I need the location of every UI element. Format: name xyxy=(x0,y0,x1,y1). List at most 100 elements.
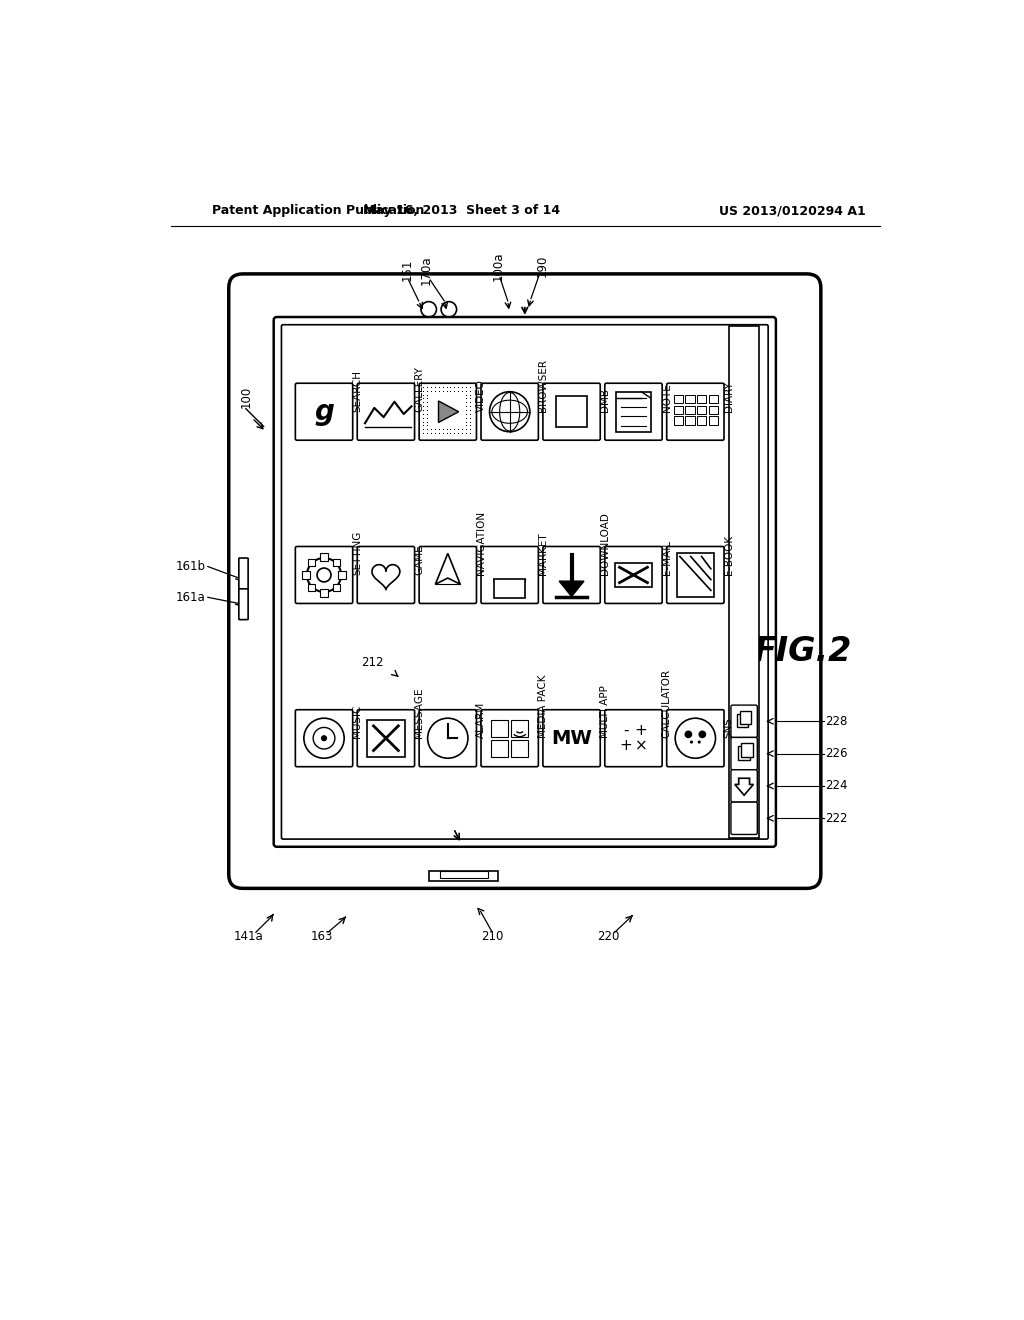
Text: MULTI APP: MULTI APP xyxy=(600,685,610,738)
Circle shape xyxy=(690,741,693,743)
Bar xyxy=(729,326,759,838)
Text: SETTING: SETTING xyxy=(352,531,362,576)
Text: NOTE: NOTE xyxy=(662,383,672,412)
FancyBboxPatch shape xyxy=(731,803,758,834)
Text: DIARY: DIARY xyxy=(724,381,733,412)
Text: 170a: 170a xyxy=(420,255,433,285)
Text: MARKET: MARKET xyxy=(538,532,548,576)
Text: SNS: SNS xyxy=(724,717,733,738)
Bar xyxy=(338,572,346,579)
Text: US 2013/0120294 A1: US 2013/0120294 A1 xyxy=(719,205,865,218)
Text: NAVIGATION: NAVIGATION xyxy=(476,511,486,576)
Text: DOWNLOAD: DOWNLOAD xyxy=(600,512,610,576)
Bar xyxy=(709,416,718,425)
Polygon shape xyxy=(438,401,459,422)
Text: MEDIA PACK: MEDIA PACK xyxy=(538,675,548,738)
Text: 163: 163 xyxy=(310,929,333,942)
Bar xyxy=(709,405,718,414)
Bar xyxy=(492,719,508,737)
Bar xyxy=(674,405,683,414)
FancyBboxPatch shape xyxy=(357,710,415,767)
Circle shape xyxy=(697,741,700,743)
Text: 190: 190 xyxy=(537,255,549,277)
Bar xyxy=(439,871,487,878)
Text: +: + xyxy=(620,738,632,754)
Bar xyxy=(697,416,707,425)
Text: 212: 212 xyxy=(360,656,383,669)
Bar xyxy=(614,562,652,587)
FancyBboxPatch shape xyxy=(239,558,248,589)
FancyBboxPatch shape xyxy=(605,710,663,767)
Bar xyxy=(697,395,707,404)
Bar xyxy=(740,711,751,723)
Bar xyxy=(511,719,528,737)
Circle shape xyxy=(321,735,327,742)
Bar xyxy=(307,558,315,566)
FancyBboxPatch shape xyxy=(667,546,724,603)
Text: 224: 224 xyxy=(825,779,848,792)
Text: FIG.2: FIG.2 xyxy=(753,635,851,668)
Bar xyxy=(737,714,748,726)
Text: E-MAIL: E-MAIL xyxy=(662,540,672,576)
FancyBboxPatch shape xyxy=(357,383,415,441)
Text: GALLERY: GALLERY xyxy=(415,366,424,412)
Bar xyxy=(674,395,683,404)
Bar xyxy=(556,396,587,428)
FancyBboxPatch shape xyxy=(295,546,352,603)
Text: May 16, 2013  Sheet 3 of 14: May 16, 2013 Sheet 3 of 14 xyxy=(362,205,560,218)
FancyBboxPatch shape xyxy=(543,383,600,441)
Polygon shape xyxy=(559,581,584,597)
Text: 228: 228 xyxy=(825,714,848,727)
Text: BROWSER: BROWSER xyxy=(538,359,548,412)
Bar xyxy=(677,553,714,597)
Bar xyxy=(321,553,328,561)
Bar xyxy=(307,583,315,591)
Circle shape xyxy=(698,730,707,738)
Text: MESSAGE: MESSAGE xyxy=(415,688,424,738)
Text: 210: 210 xyxy=(481,929,504,942)
Text: -: - xyxy=(623,723,629,738)
FancyBboxPatch shape xyxy=(357,546,415,603)
FancyBboxPatch shape xyxy=(481,710,539,767)
FancyBboxPatch shape xyxy=(731,738,758,770)
Text: 141a: 141a xyxy=(233,929,263,942)
FancyBboxPatch shape xyxy=(481,383,539,441)
Text: 161a: 161a xyxy=(176,591,206,603)
Text: g: g xyxy=(314,397,334,426)
Text: 151: 151 xyxy=(400,259,414,281)
FancyBboxPatch shape xyxy=(295,383,352,441)
FancyBboxPatch shape xyxy=(667,383,724,441)
Bar xyxy=(685,416,694,425)
FancyBboxPatch shape xyxy=(543,710,600,767)
Text: 226: 226 xyxy=(825,747,848,760)
FancyBboxPatch shape xyxy=(228,275,821,888)
Text: 100: 100 xyxy=(240,385,252,408)
Text: DMB: DMB xyxy=(600,388,610,412)
Bar xyxy=(685,395,694,404)
FancyBboxPatch shape xyxy=(481,546,539,603)
FancyBboxPatch shape xyxy=(731,705,758,738)
FancyBboxPatch shape xyxy=(295,710,352,767)
Bar xyxy=(511,739,528,756)
Bar xyxy=(302,572,310,579)
Bar xyxy=(333,558,341,566)
Text: Patent Application Publication: Patent Application Publication xyxy=(212,205,424,218)
Text: MUSIC: MUSIC xyxy=(352,705,362,738)
FancyBboxPatch shape xyxy=(282,325,768,840)
FancyBboxPatch shape xyxy=(543,546,600,603)
Bar xyxy=(333,583,341,591)
Text: 100a: 100a xyxy=(492,251,505,281)
Bar xyxy=(697,405,707,414)
FancyBboxPatch shape xyxy=(419,383,476,441)
Bar xyxy=(709,395,718,404)
Text: SEARCH: SEARCH xyxy=(352,370,362,412)
FancyBboxPatch shape xyxy=(419,546,476,603)
Circle shape xyxy=(684,730,692,738)
Text: CALCULATOR: CALCULATOR xyxy=(662,669,672,738)
Bar xyxy=(738,746,751,760)
Text: ×: × xyxy=(635,738,647,754)
Text: 161b: 161b xyxy=(175,560,206,573)
Text: 220: 220 xyxy=(597,929,620,942)
Text: VIDEO: VIDEO xyxy=(476,379,486,412)
FancyBboxPatch shape xyxy=(731,770,758,803)
